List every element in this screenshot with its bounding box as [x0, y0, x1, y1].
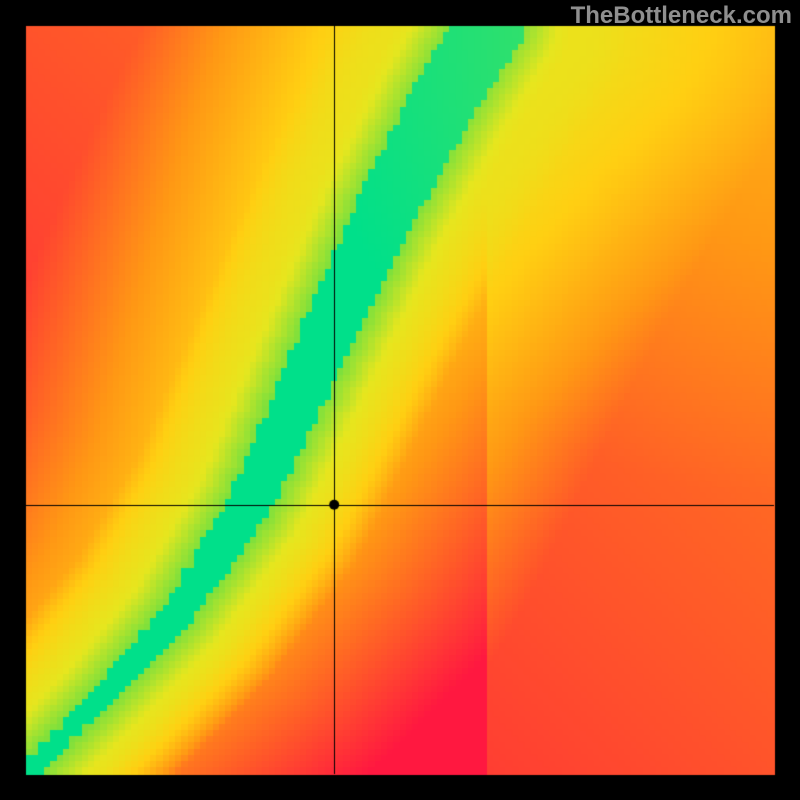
chart-container: TheBottleneck.com [0, 0, 800, 800]
bottleneck-heatmap [0, 0, 800, 800]
watermark-text: TheBottleneck.com [571, 2, 792, 30]
